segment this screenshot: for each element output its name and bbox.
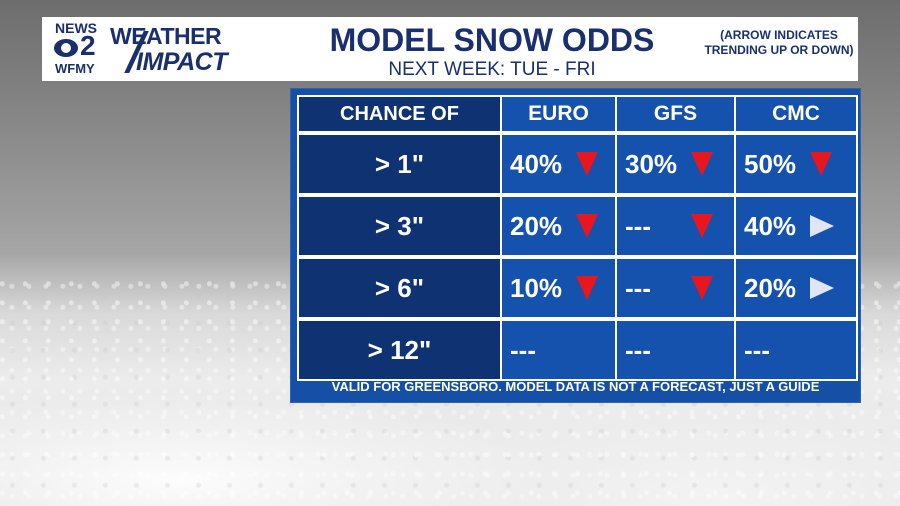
snow-odds-table: CHANCE OF EURO GFS CMC > 1" 40% 30% 50% … bbox=[290, 88, 861, 403]
trend-flat-arrow-icon bbox=[810, 215, 834, 237]
table-cell: 50% bbox=[736, 135, 856, 193]
cell-value: --- bbox=[510, 334, 536, 365]
trend-down-arrow-icon bbox=[691, 214, 713, 238]
table-cell: 40% bbox=[502, 135, 615, 193]
column-header-chance: CHANCE OF bbox=[299, 97, 500, 131]
column-header-euro: EURO bbox=[502, 97, 615, 131]
header-banner: NEWS 2 WFMY WEATHER IMPACT MODEL SNOW OD… bbox=[42, 17, 858, 81]
page-title: MODEL SNOW ODDS bbox=[329, 22, 655, 58]
cell-value: 40% bbox=[510, 148, 563, 179]
table-footer-disclaimer: VALID FOR GREENSBORO. MODEL DATA IS NOT … bbox=[331, 379, 820, 394]
table-cell: 40% bbox=[736, 197, 856, 255]
cell-value: 20% bbox=[744, 272, 797, 303]
trend-down-arrow-icon bbox=[576, 276, 598, 300]
table-cell: --- bbox=[502, 321, 615, 379]
table-cell: 10% bbox=[502, 259, 615, 317]
row-label: > 3" bbox=[299, 197, 500, 255]
logo-impact-text: IMPACT bbox=[136, 48, 227, 76]
cell-value: 50% bbox=[744, 148, 797, 179]
logo-station-text: WFMY bbox=[55, 61, 95, 76]
cell-value: --- bbox=[744, 334, 770, 365]
table-cell: --- bbox=[617, 321, 734, 379]
logo-weather-text: WEATHER bbox=[110, 23, 222, 49]
cbs-eye-icon bbox=[54, 39, 78, 57]
cell-value: 10% bbox=[510, 272, 563, 303]
cell-value: 30% bbox=[625, 148, 678, 179]
row-label: > 6" bbox=[299, 259, 500, 317]
table-cell: --- bbox=[617, 197, 734, 255]
cell-value: --- bbox=[625, 334, 651, 365]
column-header-gfs: GFS bbox=[617, 97, 734, 131]
table-cell: --- bbox=[617, 259, 734, 317]
cell-value: 20% bbox=[510, 210, 563, 241]
table-cell: --- bbox=[736, 321, 856, 379]
trend-note: (ARROW INDICATES TRENDING UP OR DOWN) bbox=[704, 28, 854, 57]
trend-down-arrow-icon bbox=[576, 152, 598, 176]
trend-down-arrow-icon bbox=[691, 276, 713, 300]
table-cell: 20% bbox=[502, 197, 615, 255]
trend-down-arrow-icon bbox=[576, 214, 598, 238]
cell-value: 40% bbox=[744, 210, 797, 241]
cell-value: --- bbox=[625, 210, 651, 241]
trend-down-arrow-icon bbox=[810, 152, 832, 176]
cell-value: --- bbox=[625, 272, 651, 303]
row-label: > 1" bbox=[299, 135, 500, 193]
table-cell: 20% bbox=[736, 259, 856, 317]
trend-flat-arrow-icon bbox=[810, 277, 834, 299]
page-subtitle: NEXT WEEK: TUE - FRI bbox=[388, 59, 596, 80]
table-grid: CHANCE OF EURO GFS CMC > 1" 40% 30% 50% … bbox=[297, 95, 858, 381]
logo-news-text: NEWS bbox=[55, 20, 97, 36]
table-cell: 30% bbox=[617, 135, 734, 193]
row-label: > 12" bbox=[299, 321, 500, 379]
logo-channel-number: 2 bbox=[80, 30, 96, 61]
trend-down-arrow-icon bbox=[691, 152, 713, 176]
column-header-cmc: CMC bbox=[736, 97, 856, 131]
